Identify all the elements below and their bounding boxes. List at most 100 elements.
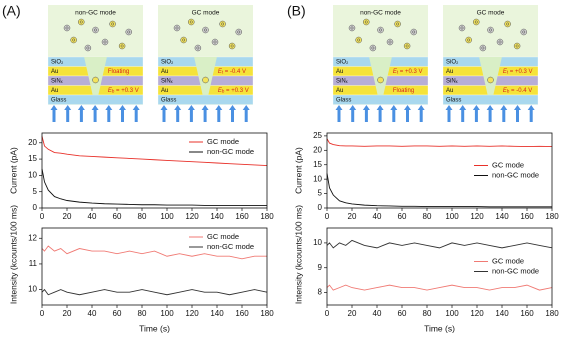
x-tick-label: 0 [325,212,330,221]
voltage-label: Eb = +0.3 V [218,88,249,94]
x-tick-label: 180 [260,309,274,318]
legend-label: GC mode [207,137,239,146]
plot-frame [41,132,268,209]
layer-label: Glass [51,98,66,104]
series-line [41,288,268,296]
x-tick-label: 80 [138,212,147,221]
particle-core [506,22,510,26]
light-arrow [160,105,168,122]
light-arrow [472,105,480,122]
x-tick-label: 140 [495,212,509,221]
particle [355,36,362,44]
series-line [41,245,267,260]
series-line [326,138,553,148]
particle [202,76,209,84]
legend-label: GC mode [492,256,524,265]
layer-label: SiO₂ [336,60,349,66]
particle-core [213,40,217,44]
light-arrow [445,105,453,122]
particle [70,36,77,44]
layer-label: Au [336,88,343,94]
particle [101,38,109,46]
particle-core [350,26,354,30]
light-arrow [335,105,343,122]
series-line [41,168,267,206]
y-tick-label: 20 [313,145,322,154]
voltage-value: = +0.3 V [114,88,138,94]
light-arrow [527,105,535,122]
particle-core [489,28,492,32]
voltage-symbol: E [108,88,113,94]
voltage-label: Et = +0.3 V [393,69,423,75]
particle [487,76,494,84]
x-tick-label: 140 [210,212,224,221]
voltage-subscript: t [397,70,399,75]
y-tick-label: 0 [33,203,38,212]
particle [211,38,219,46]
x-tick-label: 140 [495,309,509,318]
light-arrow [404,105,411,122]
x-tick-label: 100 [160,309,174,318]
particle [180,36,187,44]
x-axis-label: Time (s) [139,323,170,333]
legend-label: non-GC mode [492,266,539,275]
x-tick-label: 20 [348,212,357,221]
y-axis-label: Current (pA) [8,147,18,194]
particle [369,44,377,52]
x-tick-label: 180 [545,309,559,318]
y-tick-label: 10 [313,174,322,183]
x-tick-label: 80 [423,212,432,221]
particle [78,18,85,26]
layer-label: SiO₂ [446,60,459,66]
light-arrow [201,105,209,122]
particle [377,26,384,34]
x-tick-label: 120 [470,309,484,318]
x-tick-label: 20 [63,212,72,221]
y-tick-label: 0 [318,203,323,212]
plot-frame [41,227,268,306]
layer-label: Glass [446,98,461,104]
y-tick-label: 11 [29,259,38,268]
light-arrow [119,105,126,122]
particle-core [196,46,200,50]
x-tick-label: 40 [373,212,382,221]
layer-label: Glass [161,98,176,104]
voltage-symbol: E [503,69,508,75]
y-axis-label: Current (pA) [293,147,303,194]
layer-label: SiO₂ [161,60,174,66]
particle-core [221,22,225,26]
layer-label: SiNₓ [336,79,348,85]
legend-label: non-GC mode [207,147,254,156]
panel-label: (B) [287,3,306,19]
particle-core [467,38,471,42]
particle [473,18,480,26]
particle [487,26,494,34]
voltage-symbol: E [393,69,398,75]
particle [63,24,71,32]
particle-core [79,20,83,24]
particle-core [182,38,186,42]
x-tick-label: 0 [325,309,330,318]
particle-core [364,20,368,24]
y-tick-label: 15 [28,154,37,163]
particle-core [357,38,361,42]
voltage-label: Eb = +0.3 V [108,88,139,94]
x-tick-label: 60 [398,309,407,318]
y-tick-label: 8 [318,288,323,297]
light-arrow [500,105,508,122]
series-line [326,284,553,291]
light-arrow [376,105,384,122]
diagram-title: non-GC mode [75,10,116,17]
y-tick-label: 10 [313,238,322,247]
particle-core [515,44,519,48]
particle-core [86,46,90,50]
particle-core [405,44,409,48]
layer-label: Au [336,69,343,75]
particle-core [127,30,131,34]
particle-core [460,26,464,30]
light-arrow [390,105,398,122]
x-tick-label: 0 [40,309,45,318]
y-tick-label: 5 [33,187,38,196]
layer-label: Au [51,88,58,94]
voltage-value: = +0.3 V [508,69,532,75]
